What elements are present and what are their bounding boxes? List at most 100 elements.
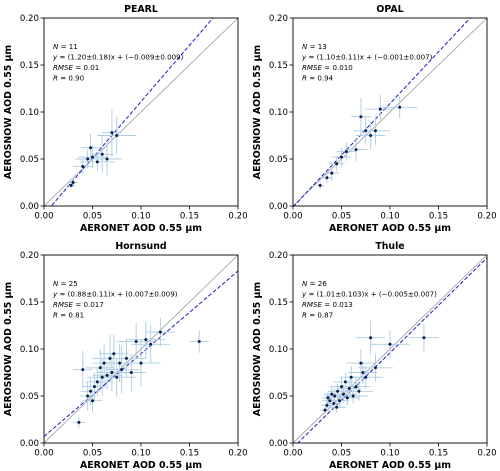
data-point [357, 389, 361, 393]
data-point [364, 375, 368, 379]
data-point [91, 155, 94, 159]
regression-line [50, 18, 214, 206]
stat-line: y = (1.20±0.18)x + (−0.009±0.009) [52, 53, 184, 62]
data-point [105, 373, 109, 377]
data-point [354, 148, 358, 152]
x-tick-label: 0.15 [180, 212, 199, 222]
y-tick-label: 0.15 [269, 298, 288, 308]
x-tick-label: 0.20 [477, 212, 496, 222]
x-tick-label: 0.05 [332, 449, 351, 459]
stat-line: y = (1.01±0.103)x + (−0.005±0.007) [301, 290, 437, 299]
panel-title: Hornsund [115, 241, 166, 252]
stat-line: RMSE = 0.01 [53, 63, 99, 72]
y-tick-label: 0.10 [20, 345, 39, 355]
y-tick-label: 0.15 [269, 61, 288, 71]
data-point [71, 181, 75, 184]
data-point [323, 408, 327, 412]
y-axis-label: AEROSNOW AOD 0.55 μm [252, 45, 263, 180]
data-point [118, 361, 122, 365]
x-tick-label: 0.10 [380, 212, 399, 222]
data-point [359, 361, 363, 365]
x-tick-label: 0.05 [332, 212, 351, 222]
data-point [139, 361, 143, 365]
data-point [98, 366, 102, 370]
data-point [344, 149, 348, 153]
data-point [100, 375, 104, 379]
data-point [347, 386, 351, 390]
y-tick-label: 0.00 [20, 439, 39, 449]
x-tick-label: 0.05 [83, 449, 102, 459]
stat-line: y = (1.10±0.11)x + (−0.001±0.007) [301, 53, 433, 62]
y-tick-label: 0.00 [20, 202, 39, 212]
data-point [149, 342, 153, 346]
data-point [110, 131, 114, 135]
data-point [336, 389, 340, 393]
data-point [338, 399, 342, 403]
data-point [388, 342, 392, 346]
data-point [335, 405, 339, 409]
data-point [340, 155, 343, 159]
y-tick-label: 0.10 [269, 345, 288, 355]
data-point [69, 183, 73, 187]
data-point [361, 371, 365, 374]
data-point [341, 392, 345, 396]
y-tick-label: 0.20 [269, 251, 288, 261]
data-point [351, 394, 355, 398]
data-point [335, 162, 339, 166]
x-tick-label: 0.05 [83, 212, 102, 222]
panel-thule: Thule 0.00 0.05 0.10 0.15 0.20 0.00 0.05 0.10 0.1… [252, 241, 497, 471]
x-tick-label: 0.15 [429, 212, 448, 222]
stat-line: N = 11 [53, 42, 78, 51]
data-point [77, 420, 81, 424]
data-point [369, 336, 373, 340]
data-point [422, 336, 426, 340]
stat-line: RMSE = 0.010 [302, 63, 353, 72]
y-tick-label: 0.05 [269, 155, 288, 165]
data-point [318, 183, 322, 187]
data-point [364, 129, 368, 133]
y-tick-label: 0.05 [269, 392, 288, 402]
stat-line: N = 25 [53, 279, 78, 288]
y-tick-label: 0.15 [20, 298, 39, 308]
stat-line: N = 26 [302, 279, 327, 288]
y-axis-label: AEROSNOW AOD 0.55 μm [3, 45, 14, 180]
data-point [325, 403, 329, 407]
data-point [326, 396, 330, 400]
y-tick-label: 0.20 [20, 251, 39, 261]
data-point [91, 399, 94, 403]
stat-line: N = 13 [302, 42, 327, 51]
data-point [95, 160, 99, 164]
panel-opal: OPAL 0.00 0.05 0.10 0.15 0.20 0.00 0.05 0.10 0.15… [252, 4, 497, 234]
data-point [108, 356, 112, 360]
x-axis-label: AERONET AOD 0.55 μm [80, 223, 202, 234]
x-tick-label: 0.20 [228, 449, 247, 459]
x-tick-label: 0.10 [131, 212, 150, 222]
stat-line: R = 0.94 [302, 74, 334, 83]
y-tick-label: 0.00 [269, 439, 288, 449]
data-point [359, 115, 363, 119]
x-axis-label: AERONET AOD 0.55 μm [329, 460, 451, 471]
y-tick-label: 0.20 [20, 14, 39, 24]
data-point [112, 352, 116, 356]
data-point [92, 385, 96, 389]
data-point [330, 171, 334, 175]
data-point [81, 165, 85, 169]
data-point [330, 392, 334, 396]
y-tick-label: 0.05 [20, 155, 39, 165]
x-tick-label: 0.20 [228, 212, 247, 222]
stat-line: y = (0.88±0.11)x + (0.007±0.009) [52, 290, 178, 299]
one-to-one-line [293, 18, 487, 206]
data-point [89, 146, 93, 150]
y-axis-label: AEROSNOW AOD 0.55 μm [252, 282, 263, 417]
regression-line [293, 18, 471, 206]
y-tick-label: 0.10 [269, 108, 288, 118]
data-point [378, 107, 382, 111]
data-point [89, 389, 93, 393]
data-point [124, 356, 128, 360]
data-point [144, 338, 148, 342]
data-point [345, 396, 349, 400]
data-point [332, 402, 336, 406]
x-axis-label: AERONET AOD 0.55 μm [80, 460, 202, 471]
data-point [86, 394, 90, 398]
